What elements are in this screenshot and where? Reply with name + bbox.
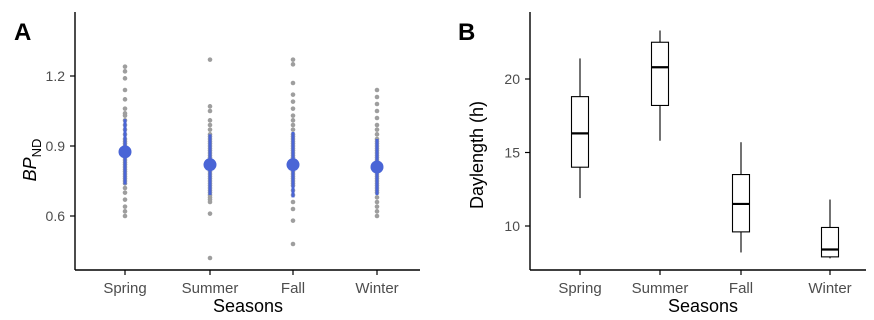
panel-a-data-point bbox=[374, 127, 380, 132]
panel-a-data-point bbox=[122, 213, 128, 219]
panel-a-data-point bbox=[290, 57, 296, 62]
panel-a-data-point bbox=[122, 197, 128, 202]
panel-a-x-tick-label: Winter bbox=[355, 280, 398, 297]
panel-a-data-point bbox=[122, 190, 128, 195]
panel-a-data-point bbox=[374, 122, 380, 128]
panel-a-data-point bbox=[290, 241, 296, 247]
panel-a-data-point bbox=[207, 104, 213, 109]
panel-a-x-ticks: Spring Summer Fall Winter bbox=[103, 270, 399, 297]
panel-a-data-point bbox=[122, 97, 128, 102]
panel-b-box bbox=[820, 226, 840, 258]
panel-a-data-point bbox=[122, 185, 128, 191]
panel-a-data-point bbox=[290, 62, 296, 67]
panel-a-data-point bbox=[207, 255, 213, 261]
panel-b-y-axis-title: Daylength (h) bbox=[467, 101, 487, 209]
panel-a-x-tick-label: Spring bbox=[103, 280, 146, 297]
panel-a-data-point bbox=[374, 87, 380, 93]
panel-a-data-point bbox=[207, 127, 213, 132]
panel-a-data-point bbox=[290, 113, 296, 118]
panel-a-y-tick-label: 1.2 bbox=[46, 68, 66, 84]
panel-a-data-point bbox=[374, 108, 380, 114]
panel-b-box bbox=[570, 96, 590, 168]
panel-a-data-point bbox=[374, 115, 380, 121]
panel-b-box bbox=[650, 41, 670, 107]
panel-a-data-point bbox=[207, 211, 213, 216]
panel-a-data-point bbox=[122, 106, 128, 111]
panel-b-y-ticks: 10 15 20 bbox=[504, 71, 530, 234]
panel-a-data-point bbox=[290, 206, 296, 212]
panel-a-data-point bbox=[374, 132, 380, 137]
panel-a-data-point bbox=[122, 87, 128, 93]
panel-a-data-point bbox=[122, 69, 128, 74]
panel-a-x-tick-label: Summer bbox=[182, 280, 239, 297]
panel-a-data-point bbox=[290, 127, 296, 132]
panel-a-data-point bbox=[122, 204, 128, 209]
panel-a-y-ticks: 0.6 0.9 1.2 bbox=[46, 68, 75, 224]
panel-a-data-point bbox=[207, 199, 213, 205]
panel-a-data-point bbox=[290, 199, 296, 205]
panel-b-boxes bbox=[570, 30, 840, 259]
panel-a-y-tick-label: 0.6 bbox=[46, 208, 66, 224]
panel-a-data-point bbox=[374, 204, 380, 209]
panel-a-data-point bbox=[290, 218, 296, 223]
panel-b-y-tick-label: 10 bbox=[504, 218, 520, 234]
panel-a-x-axis-title: Seasons bbox=[213, 296, 283, 316]
panel-a-mean-point bbox=[118, 145, 132, 159]
panel-a-data-point bbox=[207, 108, 213, 114]
panel-a-data-point bbox=[290, 122, 296, 128]
panel-a-label: A bbox=[14, 19, 31, 46]
panel-b-x-tick-label: Fall bbox=[729, 280, 753, 297]
panel-b-x-ticks: Spring Summer Fall Winter bbox=[558, 270, 852, 297]
panel-a-mean-point bbox=[203, 158, 217, 172]
panel-b-x-tick-label: Winter bbox=[808, 280, 851, 297]
panel-a-x-tick-label: Fall bbox=[281, 280, 305, 297]
panel-a-data-point bbox=[122, 64, 128, 69]
panel-a-data-point bbox=[374, 94, 380, 100]
panel-a-data-point bbox=[374, 101, 380, 107]
panel-a-data-point bbox=[374, 195, 380, 200]
panel-a-y-axis-title: BPND bbox=[20, 139, 44, 182]
panel-b-x-axis-title: Seasons bbox=[668, 296, 738, 316]
panel-a-data-point bbox=[122, 209, 128, 214]
panel-a-means bbox=[118, 119, 384, 198]
panel-a-data-point bbox=[290, 92, 296, 97]
panel-a: A 0.6 0.9 1.2 Spring Summer Fall Winter Seaso… bbox=[14, 12, 420, 316]
panel-a-data-point bbox=[122, 113, 128, 118]
panel-a-y-tick-label: 0.9 bbox=[46, 138, 66, 154]
panel-a-data-point bbox=[207, 57, 213, 62]
panel-b-y-tick-label: 15 bbox=[504, 145, 520, 161]
panel-a-points bbox=[122, 57, 380, 261]
panel-a-data-point bbox=[207, 122, 213, 128]
panel-a-data-point bbox=[374, 199, 380, 205]
panel-a-y-axis-title-sub: ND bbox=[29, 139, 44, 158]
panel-a-y-axis-title-main: BP bbox=[20, 157, 40, 181]
panel-a-data-point bbox=[290, 80, 296, 86]
panel-a-data-point bbox=[122, 76, 128, 81]
panel-a-data-point bbox=[290, 118, 296, 123]
panel-a-data-point bbox=[374, 213, 380, 219]
panel-a-data-point bbox=[374, 209, 380, 214]
panel-a-data-point bbox=[290, 106, 296, 111]
panel-b-y-tick-label: 20 bbox=[504, 71, 520, 87]
panel-a-data-point bbox=[290, 99, 296, 104]
panel-b-label: B bbox=[458, 19, 475, 46]
panel-a-mean-point bbox=[286, 158, 300, 172]
panel-a-mean-point bbox=[370, 160, 384, 174]
panel-b-x-tick-label: Summer bbox=[632, 280, 689, 297]
panel-a-data-point bbox=[207, 118, 213, 123]
panel-b-x-tick-label: Spring bbox=[558, 280, 601, 297]
